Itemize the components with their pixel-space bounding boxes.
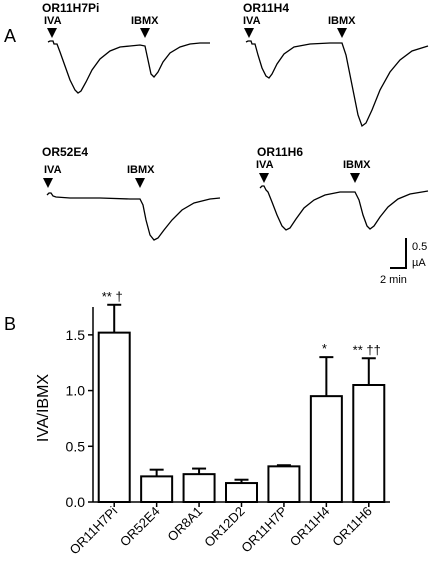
bar bbox=[309, 395, 343, 503]
panel-a-label: A bbox=[4, 26, 16, 46]
ibmx-label: IBMX bbox=[328, 15, 356, 27]
bar bbox=[225, 482, 258, 503]
ibmx-label: IBMX bbox=[127, 164, 155, 176]
trace-plot: OR11H6 IVA IBMX bbox=[256, 145, 429, 231]
receptor-label: OR11H7Pi bbox=[42, 1, 99, 15]
trace-plot: OR11H7Pi IVA IBMX bbox=[42, 1, 210, 94]
current-trace bbox=[259, 185, 429, 231]
current-trace bbox=[47, 40, 210, 94]
y-tick-label: 0.5 bbox=[66, 438, 86, 454]
y-tick-label: 1.0 bbox=[66, 383, 86, 399]
ibmx-label: IBMX bbox=[343, 159, 371, 171]
iva-label: IVA bbox=[256, 159, 274, 171]
receptor-label: OR52E4 bbox=[42, 145, 88, 159]
scale-time: 2 min bbox=[380, 274, 407, 286]
x-tick-label: OR11H7P bbox=[238, 504, 290, 556]
ibmx-arrow-icon bbox=[135, 178, 145, 188]
ibmx-arrow-icon bbox=[140, 28, 150, 38]
x-tick-label: OR11H6 bbox=[329, 504, 375, 550]
bar bbox=[97, 331, 131, 503]
x-tick-label: OR8A1 bbox=[164, 504, 205, 545]
current-trace bbox=[245, 40, 429, 128]
iva-label: IVA bbox=[44, 15, 62, 27]
trace-plot: OR11H4 IVA IBMX bbox=[243, 1, 429, 128]
iva-label: IVA bbox=[243, 15, 261, 27]
y-tick-label: 0.0 bbox=[66, 494, 86, 510]
iva-arrow-icon bbox=[259, 173, 269, 183]
iva-arrow-icon bbox=[244, 28, 254, 38]
iva-arrow-icon bbox=[43, 178, 53, 188]
current-trace bbox=[46, 192, 221, 241]
ibmx-arrow-icon bbox=[337, 28, 347, 38]
bar bbox=[140, 475, 174, 503]
x-tick-label: OR11H7Pi bbox=[66, 503, 120, 557]
y-axis-label: IVA/IBMX bbox=[35, 374, 52, 442]
significance-marker: * bbox=[322, 341, 327, 356]
significance-marker: ** † bbox=[102, 289, 123, 304]
iva-arrow-icon bbox=[47, 28, 57, 38]
panel-b-label: B bbox=[4, 314, 16, 334]
receptor-label: OR11H6 bbox=[257, 145, 303, 159]
bar bbox=[182, 473, 216, 503]
scale-bar: 0.5 µA 2 min bbox=[380, 238, 427, 286]
bar bbox=[267, 465, 301, 504]
ibmx-label: IBMX bbox=[131, 15, 159, 27]
x-tick-label: OR11H4 bbox=[287, 504, 333, 550]
y-tick-label: 1.5 bbox=[66, 327, 86, 343]
receptor-label: OR11H4 bbox=[243, 1, 289, 15]
significance-marker: ** †† bbox=[353, 342, 381, 357]
trace-plot: OR52E4 IVA IBMX bbox=[42, 145, 221, 241]
scale-current-value: 0.5 bbox=[412, 241, 427, 253]
bar bbox=[352, 384, 386, 503]
scale-current-unit: µA bbox=[412, 257, 426, 269]
x-tick-label: OR52E4 bbox=[117, 504, 163, 550]
iva-label: IVA bbox=[44, 164, 62, 176]
ibmx-arrow-icon bbox=[350, 173, 360, 183]
